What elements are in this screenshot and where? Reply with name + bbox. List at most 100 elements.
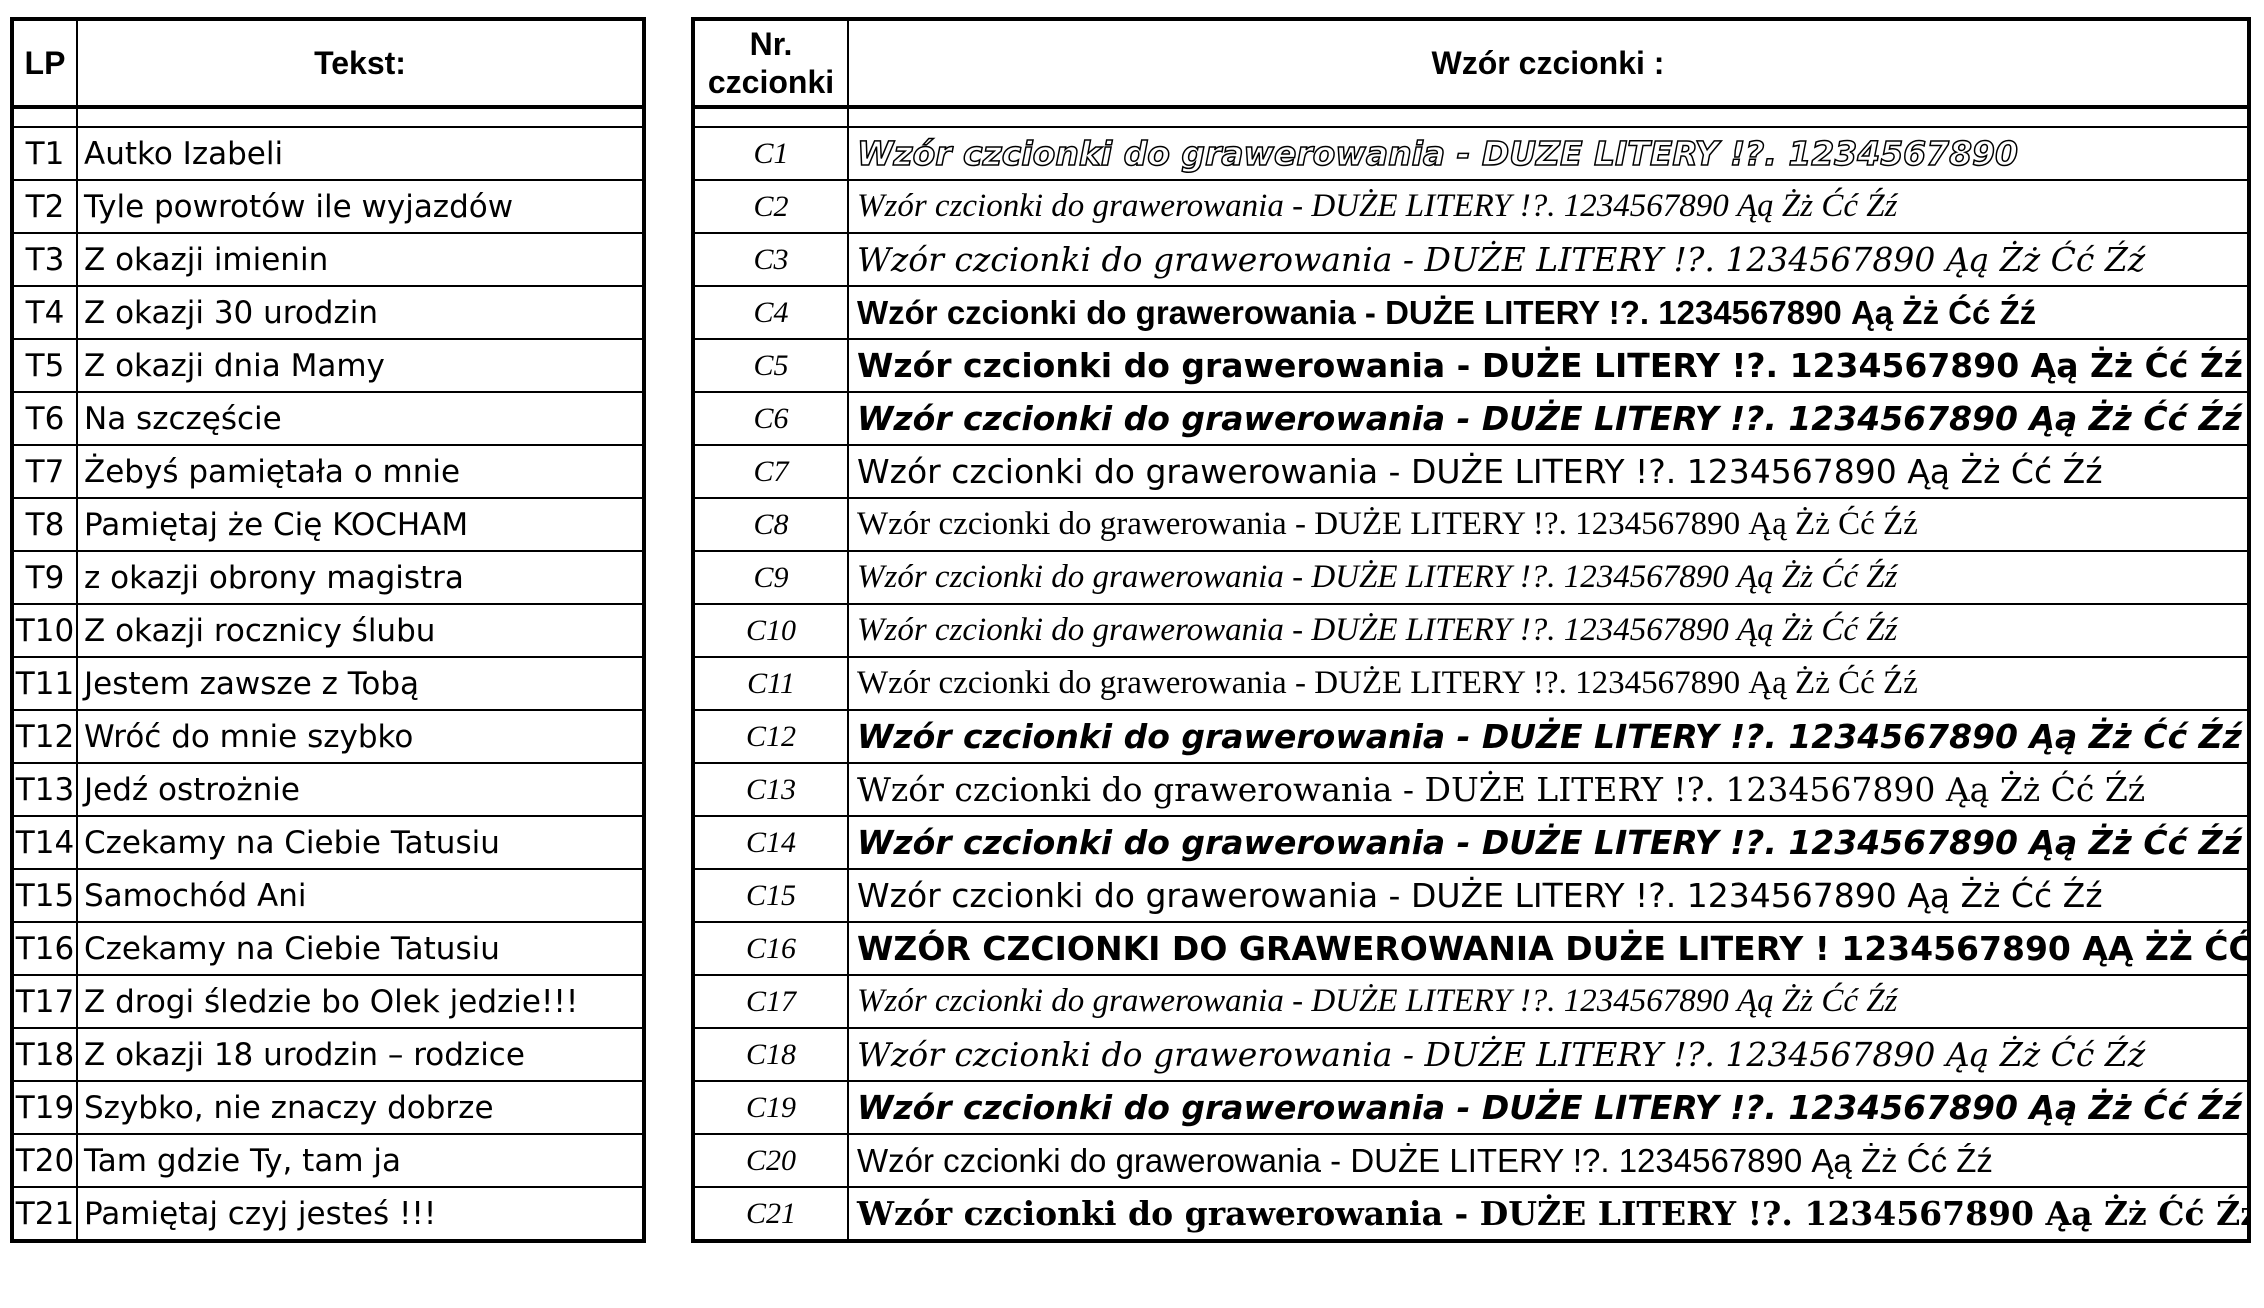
table-row: C1 Wzór czcionki do grawerowania - DUZE L… [692, 126, 2250, 181]
table-row: C4 Wzór czcionki do grawerowania - DUŻE L… [692, 285, 2250, 340]
font-sample: Wzór czcionki do grawerowania - DUŻE LIT… [847, 179, 2250, 234]
engraving-text: Z okazji 30 urodzin [76, 285, 645, 340]
header-font-number: Nr. czcionki [692, 18, 849, 108]
font-sample: Wzór czcionki do grawerowania - DUŻE LIT… [847, 974, 2250, 1029]
engraving-text: Jestem zawsze z Tobą [76, 656, 645, 711]
font-sample: Wzór czcionki do grawerowania - DUŻE LIT… [847, 444, 2250, 499]
row-number: T16 [11, 921, 78, 976]
table-row: T14 Czekamy na Ciebie Tatusiu [11, 815, 645, 870]
table-row: C9 Wzór czcionki do grawerowania - DUŻE L… [692, 550, 2250, 605]
table-row: T19 Szybko, nie znaczy dobrze [11, 1080, 645, 1135]
table-row: C13 Wzór czcionki do grawerowania - DUŻE … [692, 762, 2250, 817]
font-code: C3 [692, 232, 849, 287]
font-code: C18 [692, 1027, 849, 1082]
engraving-text: Pamiętaj że Cię KOCHAM [76, 497, 645, 552]
table-row: T3 Z okazji imienin [11, 232, 645, 287]
row-number: T11 [11, 656, 78, 711]
font-code: C19 [692, 1080, 849, 1135]
table-row: T8 Pamiętaj że Cię KOCHAM [11, 497, 645, 552]
font-code: C12 [692, 709, 849, 764]
font-sample: Wzór czcionki do grawerowania - DUZE LIT… [847, 126, 2250, 181]
font-sample: Wzór czcionki do grawerowania - DUŻE LIT… [847, 603, 2250, 658]
table-row: T13 Jedź ostrożnie [11, 762, 645, 817]
row-number: T2 [11, 179, 78, 234]
row-number: T10 [11, 603, 78, 658]
font-code: C20 [692, 1133, 849, 1188]
table-row: T20 Tam gdzie Ty, tam ja [11, 1133, 645, 1188]
spacer-cell [76, 105, 645, 128]
header-lp: LP [11, 18, 78, 108]
engraving-text: Szybko, nie znaczy dobrze [76, 1080, 645, 1135]
font-code: C15 [692, 868, 849, 923]
font-sample: Wzór czcionki do grawerowania - DUŻE LIT… [847, 391, 2250, 446]
font-code: C4 [692, 285, 849, 340]
row-number: T19 [11, 1080, 78, 1135]
engraving-text: Wróć do mnie szybko [76, 709, 645, 764]
font-code: C14 [692, 815, 849, 870]
table-row: T17 Z drogi śledzie bo Olek jedzie!!! [11, 974, 645, 1029]
font-sample: Wzór czcionki do grawerowania - DUŻE LIT… [847, 868, 2250, 923]
row-number: T12 [11, 709, 78, 764]
table-row: T5 Z okazji dnia Mamy [11, 338, 645, 393]
table-row: T9 z okazji obrony magistra [11, 550, 645, 605]
table-row: T15 Samochód Ani [11, 868, 645, 923]
font-sample: Wzór czcionki do grawerowania - DUŻE LIT… [847, 1186, 2250, 1242]
font-sample: Wzór czcionki do grawerowania - DUŻE LIT… [847, 709, 2250, 764]
table-row: C12 Wzór czcionki do grawerowania - DUŻE … [692, 709, 2250, 764]
table-row: T11 Jestem zawsze z Tobą [11, 656, 645, 711]
font-sample: Wzór czcionki do grawerowania - DUŻE LIT… [847, 550, 2250, 605]
font-sample: Wzór czcionki do grawerowania - DUŻE LIT… [847, 762, 2250, 817]
engraving-text: Czekamy na Ciebie Tatusiu [76, 815, 645, 870]
table-row: C15 Wzór czcionki do grawerowania - DUŻE … [692, 868, 2250, 923]
engraving-text: Z okazji rocznicy ślubu [76, 603, 645, 658]
font-code: C7 [692, 444, 849, 499]
row-number: T17 [11, 974, 78, 1029]
table-row: C19 Wzór czcionki do grawerowania - DUŻE … [692, 1080, 2250, 1135]
spacer-cell [692, 105, 849, 128]
table-row: T7 Żebyś pamiętała o mnie [11, 444, 645, 499]
row-number: T18 [11, 1027, 78, 1082]
font-code: C1 [692, 126, 849, 181]
spacer-row [692, 105, 2250, 128]
spacer-cell [847, 105, 2250, 128]
font-code: C6 [692, 391, 849, 446]
table-row: C2 Wzór czcionki do grawerowania - DUŻE L… [692, 179, 2250, 234]
table-row: C3 Wzór czcionki do grawerowania - DUŻE L… [692, 232, 2250, 287]
engraving-text: Na szczęście [76, 391, 645, 446]
font-code: C13 [692, 762, 849, 817]
spacer-cell [11, 105, 78, 128]
font-sample: Wzór czcionki do grawerowania - DUŻE LIT… [847, 285, 2250, 340]
table-row: T2 Tyle powrotów ile wyjazdów [11, 179, 645, 234]
font-table: Nr. czcionki Wzór czcionki : C1 Wzór czci… [691, 17, 2251, 1243]
row-number: T20 [11, 1133, 78, 1188]
header-text: Tekst: [76, 18, 645, 108]
engraving-text: Autko Izabeli [76, 126, 645, 181]
font-code: C8 [692, 497, 849, 552]
font-code: C5 [692, 338, 849, 393]
font-code: C16 [692, 921, 849, 976]
row-number: T7 [11, 444, 78, 499]
row-number: T8 [11, 497, 78, 552]
table-row: C16 WZÓR CZCIONKI DO GRAWEROWANIA DUŻE LI… [692, 921, 2250, 976]
spacer-row [11, 105, 645, 128]
engraving-text: z okazji obrony magistra [76, 550, 645, 605]
engraving-text: Z okazji 18 urodzin – rodzice [76, 1027, 645, 1082]
engraving-text: Z okazji imienin [76, 232, 645, 287]
font-code: C9 [692, 550, 849, 605]
table-row: T21 Pamiętaj czyj jesteś !!! [11, 1186, 645, 1242]
font-sample: Wzór czcionki do grawerowania - DUŻE LIT… [847, 815, 2250, 870]
row-number: T9 [11, 550, 78, 605]
font-sample: Wzór czcionki do grawerowania - DUŻE LIT… [847, 1080, 2250, 1135]
font-sample: Wzór czcionki do grawerowania - DUŻE LIT… [847, 1027, 2250, 1082]
row-number: T15 [11, 868, 78, 923]
table-row: T16 Czekamy na Ciebie Tatusiu [11, 921, 645, 976]
engraving-text: Pamiętaj czyj jesteś !!! [76, 1186, 645, 1242]
font-code: C10 [692, 603, 849, 658]
table-row: C7 Wzór czcionki do grawerowania - DUŻE L… [692, 444, 2250, 499]
font-code: C21 [692, 1186, 849, 1242]
row-number: T21 [11, 1186, 78, 1242]
engraving-text: Jedź ostrożnie [76, 762, 645, 817]
engraving-text: Czekamy na Ciebie Tatusiu [76, 921, 645, 976]
table-row: T10 Z okazji rocznicy ślubu [11, 603, 645, 658]
